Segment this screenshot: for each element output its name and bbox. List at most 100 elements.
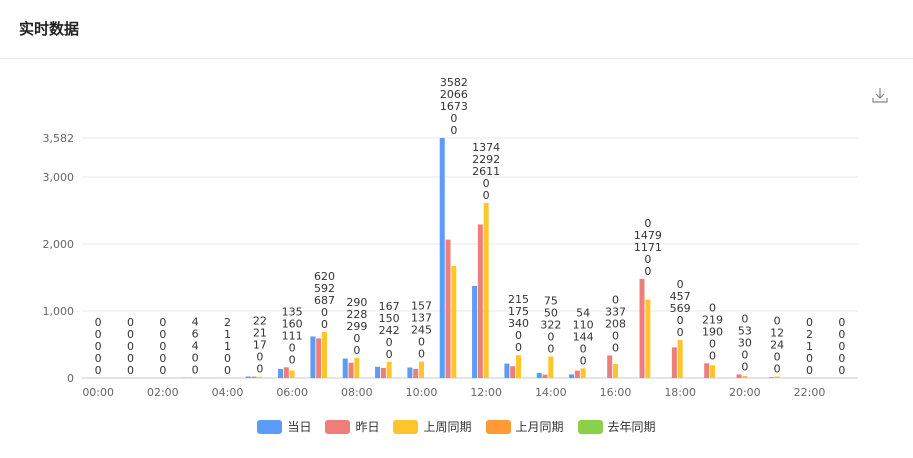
data-label: 620 (314, 270, 335, 283)
data-label: 0 (386, 348, 393, 361)
bar-昨日 (316, 338, 322, 378)
data-label: 592 (314, 282, 335, 295)
data-label: 0 (644, 253, 651, 266)
data-label: 0 (127, 328, 134, 341)
data-label: 0 (709, 349, 716, 362)
data-label: 53 (738, 324, 752, 337)
data-label: 242 (379, 324, 400, 337)
data-label: 0 (127, 352, 134, 365)
bar-当日 (504, 363, 510, 378)
data-label: 0 (192, 364, 199, 377)
legend-item[interactable]: 上月同期 (485, 418, 564, 435)
data-label: 0 (483, 189, 490, 202)
data-label: 111 (282, 329, 303, 342)
bar-上周同期 (354, 357, 360, 378)
bar-昨日 (704, 363, 710, 378)
data-label: 0 (353, 344, 360, 357)
data-label: 0 (450, 112, 457, 125)
x-tick-label: 00:00 (82, 386, 114, 399)
page-title: 实时数据 (19, 20, 80, 38)
data-label: 208 (605, 317, 626, 330)
data-label: 0 (95, 340, 102, 353)
data-label: 110 (573, 318, 594, 331)
bar-昨日 (251, 376, 257, 378)
bar-当日 (472, 285, 478, 378)
bar-上周同期 (710, 365, 715, 378)
data-label: 190 (702, 325, 723, 338)
data-label: 0 (159, 316, 166, 329)
x-tick-label: 14:00 (535, 386, 567, 399)
data-label: 12 (770, 326, 784, 339)
data-label: 0 (644, 217, 651, 230)
bar-昨日 (607, 355, 613, 378)
data-label: 137 (411, 312, 432, 325)
download-icon[interactable] (871, 86, 889, 104)
data-label: 0 (127, 340, 134, 353)
legend-item[interactable]: 昨日 (325, 418, 379, 435)
data-label: 0 (774, 362, 781, 375)
data-label: 1479 (634, 229, 662, 242)
x-tick-label: 06:00 (276, 386, 308, 399)
data-label: 0 (838, 352, 845, 365)
data-label: 0 (450, 124, 457, 137)
bar-当日 (375, 366, 381, 378)
bar-昨日 (574, 370, 580, 378)
data-label: 4 (192, 340, 199, 353)
bar-上周同期 (516, 355, 521, 378)
data-label: 340 (508, 317, 529, 330)
data-label: 0 (741, 348, 748, 361)
data-label: 135 (282, 305, 303, 318)
data-label: 0 (289, 353, 296, 366)
data-label: 299 (346, 320, 367, 333)
data-label: 0 (159, 364, 166, 377)
data-label: 1374 (472, 141, 500, 154)
x-tick-label: 04:00 (212, 386, 244, 399)
data-label: 50 (544, 306, 558, 319)
legend-label: 昨日 (355, 420, 380, 434)
data-label: 21 (253, 327, 267, 340)
data-label: 0 (547, 342, 554, 355)
legend-swatch (577, 419, 603, 434)
data-label: 0 (838, 316, 845, 329)
data-label: 3582 (440, 76, 468, 89)
data-label: 157 (411, 300, 432, 313)
legend-label: 上月同期 (515, 420, 564, 434)
y-tick-label: 2,000 (43, 238, 75, 251)
data-label: 0 (95, 364, 102, 377)
bar-昨日 (348, 362, 354, 378)
bar-上周同期 (322, 331, 327, 378)
legend-item[interactable]: 上周同期 (393, 418, 472, 435)
bar-昨日 (639, 278, 645, 378)
data-label: 219 (702, 313, 723, 326)
data-label: 0 (838, 340, 845, 353)
x-tick-label: 16:00 (600, 386, 632, 399)
legend-item[interactable]: 当日 (257, 418, 311, 435)
data-label: 24 (770, 338, 784, 351)
bar-昨日 (768, 377, 774, 378)
data-label: 0 (256, 351, 263, 364)
data-label: 0 (612, 293, 619, 306)
bar-上周同期 (613, 364, 618, 378)
data-label: 0 (321, 318, 328, 331)
data-label: 322 (540, 318, 561, 331)
y-tick-label: 0 (67, 372, 74, 385)
data-label: 0 (515, 341, 522, 354)
data-label: 337 (605, 305, 626, 318)
data-label: 0 (159, 328, 166, 341)
legend-item[interactable]: 去年同期 (577, 418, 656, 435)
bar-昨日 (477, 224, 483, 378)
x-tick-label: 08:00 (341, 386, 373, 399)
legend-swatch (485, 419, 511, 434)
data-label: 0 (95, 352, 102, 365)
data-label: 0 (418, 348, 425, 361)
data-label: 0 (547, 330, 554, 343)
bar-当日 (407, 367, 413, 378)
data-label: 0 (677, 314, 684, 327)
data-label: 75 (544, 294, 558, 307)
bar-昨日 (413, 368, 419, 378)
bar-上周同期 (257, 376, 263, 378)
data-label: 457 (670, 290, 691, 303)
legend-label: 当日 (287, 420, 312, 434)
data-label: 0 (806, 352, 813, 365)
